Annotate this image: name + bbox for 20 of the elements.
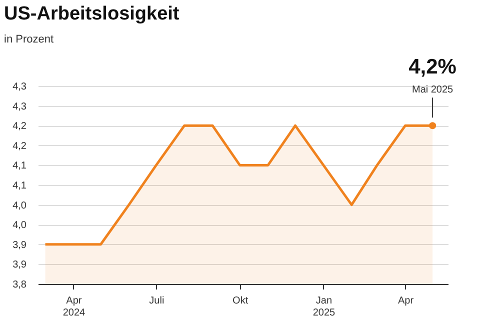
- annotation: 4,2%: [408, 56, 457, 79]
- x-tick-label: Jan 2025: [312, 296, 336, 318]
- y-tick-label: 4,3: [12, 82, 27, 92]
- chart-title: US-Arbeitslosigkeit: [4, 4, 180, 25]
- y-tick-label: 4,0: [12, 200, 27, 212]
- y-tick-label: 4,1: [12, 160, 27, 172]
- y-tick-label: 4,0: [12, 220, 27, 232]
- x-tick-label: Juli: [149, 296, 164, 306]
- y-tick-label: 3,8: [12, 280, 27, 290]
- x-tick-label: Okt: [232, 296, 248, 306]
- y-tick-label: 4,2: [12, 140, 27, 152]
- y-tick-label: 4,2: [12, 121, 27, 132]
- y-tick-label: 4,3: [12, 101, 27, 112]
- y-tick-label: 3,9: [12, 240, 27, 251]
- chart-subtitle: in Prozent: [4, 34, 54, 46]
- x-tick-label: Apr 2024: [62, 296, 86, 318]
- y-tick-label: 3,9: [12, 260, 27, 271]
- y-tick-label: 4,1: [12, 180, 27, 192]
- annotation: Mai 2025: [412, 84, 454, 96]
- x-tick-label: Apr: [398, 296, 414, 306]
